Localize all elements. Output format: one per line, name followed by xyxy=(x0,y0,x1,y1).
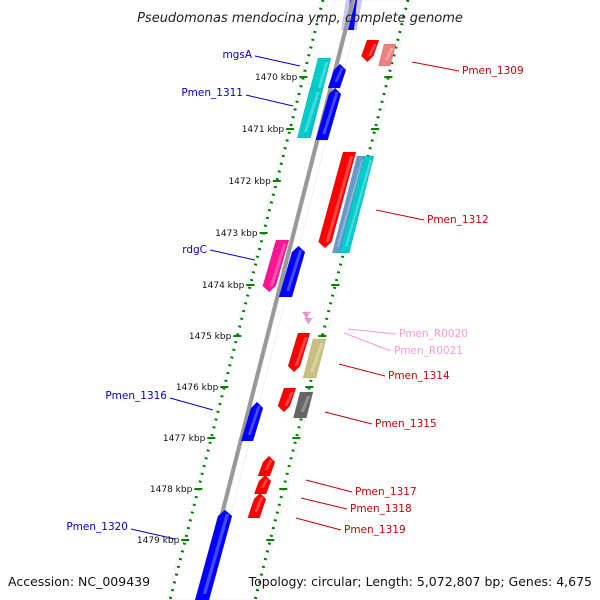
label-layer: mgsA Pmen_1311 rdgC Pmen_1316 Pmen_1320 Pmen_… xyxy=(66,49,524,540)
gene-Pmen-1309-a-shine xyxy=(367,44,377,56)
gene-Pmen-1309-a xyxy=(361,39,380,63)
gene-Pmen-1316-shine xyxy=(247,406,261,435)
kbp-tick-label: 1471 kbp xyxy=(242,125,285,135)
label-pmen-1319-leader xyxy=(295,517,342,531)
gene-mgsA-arrow-shine xyxy=(334,68,344,82)
label-pmen-1317-leader xyxy=(305,479,353,493)
gene-mgsA-arrow xyxy=(327,63,347,89)
gene-Pmen-1312-shine xyxy=(344,160,372,247)
gene-Pmen-1311 xyxy=(315,87,342,141)
label-pmen-1319: Pmen_1319 xyxy=(344,524,406,536)
feature-layer xyxy=(194,39,397,600)
gene-Pmen-1315-a-shine xyxy=(284,392,294,406)
gene-rdgC xyxy=(262,239,290,293)
gene-Pmen-1318-shine xyxy=(260,479,269,488)
gene-Pmen-1311-shine xyxy=(322,92,339,134)
label-pmen-r0021-leader xyxy=(343,332,392,352)
gene-rdgC-shine xyxy=(269,244,287,286)
kbp-tick-label: 1479 kbp xyxy=(137,536,180,546)
kbp-tick-label: 1476 kbp xyxy=(176,383,219,393)
gene-Pmen-1315 xyxy=(293,391,314,419)
kbp-tick-label: 1470 kbp xyxy=(255,73,298,83)
label-pmen-1317: Pmen_1317 xyxy=(355,486,417,498)
gene-Pmen-1309-shine xyxy=(384,48,394,60)
gene-Pmen-1319-shine xyxy=(254,497,264,512)
rna-Pmen-R0020 xyxy=(302,311,312,319)
label-pmen-r0020: Pmen_R0020 xyxy=(399,328,468,340)
label-pmen-r0021: Pmen_R0021 xyxy=(394,345,463,357)
gene-Pmen-1318 xyxy=(253,474,272,495)
label-pmen-1311: Pmen_1311 xyxy=(181,87,243,99)
rna-Pmen-R0021 xyxy=(304,317,314,325)
gene-Pmen-1311-a-shine xyxy=(303,92,320,132)
kbp-tick-label: 1474 kbp xyxy=(202,281,245,291)
gene-Pmen-1314 xyxy=(302,338,327,379)
genome-title: Pseudomonas mendocina ymp, complete geno… xyxy=(137,11,463,26)
label-pmen-1312: Pmen_1312 xyxy=(427,214,489,226)
gene-Pmen-1312-a xyxy=(318,151,357,249)
map-background-layer: 1470 kbp 1471 kbp 1472 kbp 1473 kbp 1474 kbp… xyxy=(137,0,413,600)
gene-Pmen-1316 xyxy=(240,401,264,442)
gene-Pmen-1317 xyxy=(257,455,276,477)
label-pmen-1314-leader xyxy=(338,363,386,377)
label-pmen-1315: Pmen_1315 xyxy=(375,418,437,430)
label-pmen-1320: Pmen_1320 xyxy=(66,521,128,533)
label-pmen-1312-leader xyxy=(375,209,425,221)
reverse-track-strip xyxy=(208,0,413,600)
gene-rdgC-partner xyxy=(278,245,306,298)
gene-Pmen-1309 xyxy=(378,43,397,67)
forward-track-strip xyxy=(166,0,371,600)
label-pmen-1320-leader xyxy=(130,528,176,540)
gene-Pmen-1315-shine xyxy=(300,396,311,412)
gene-Pmen-1320 xyxy=(194,509,233,600)
gene-Pmen-1314-a xyxy=(287,332,311,373)
kbp-tick-label: 1478 kbp xyxy=(150,485,193,495)
label-pmen-1311-leader xyxy=(245,94,294,107)
gene-Pmen-1311-a xyxy=(296,87,323,139)
gene-Pmen-1320-shine xyxy=(202,514,230,594)
kbp-tick-label: 1473 kbp xyxy=(215,229,258,239)
label-rdgc: rdgC xyxy=(182,244,207,256)
gene-Pmen-1312 xyxy=(338,155,375,254)
rna-Pmen-R0020-shine xyxy=(306,312,311,316)
gene-Pmen-1314-shine xyxy=(310,343,324,372)
gene-Pmen-1312-a-shine xyxy=(325,156,354,242)
gene-Pmen-1315-a xyxy=(277,387,297,413)
gene-Pmen-1319 xyxy=(247,492,267,519)
topology-text: Topology: circular; Length: 5,072,807 bp… xyxy=(248,574,592,589)
label-pmen-1318: Pmen_1318 xyxy=(350,503,412,515)
label-pmen-1316: Pmen_1316 xyxy=(105,390,167,402)
label-pmen-1316-leader xyxy=(169,397,214,411)
label-pmen-1314: Pmen_1314 xyxy=(388,370,450,382)
gene-Pmen-1312-b-shine xyxy=(336,160,364,247)
accession-text: Accession: NC_009439 xyxy=(8,574,150,589)
kbp-tick-label: 1477 kbp xyxy=(163,434,206,444)
gene-Pmen-1317-shine xyxy=(264,460,273,470)
gene-rdgC-partner-shine xyxy=(286,250,303,291)
kbp-tick-label: 1472 kbp xyxy=(228,177,271,187)
label-rdgc-leader xyxy=(209,249,256,261)
label-pmen-1309-leader xyxy=(411,61,460,72)
label-mgsa-leader xyxy=(254,55,301,67)
label-pmen-1315-leader xyxy=(324,411,373,425)
label-mgsa: mgsA xyxy=(222,49,252,61)
label-pmen-1318-leader xyxy=(300,497,348,510)
rna-Pmen-R0021-shine xyxy=(308,318,313,322)
label-pmen-1309: Pmen_1309 xyxy=(462,65,524,77)
label-pmen-r0020-leader xyxy=(347,328,397,335)
kbp-tick-label: 1475 kbp xyxy=(189,332,232,342)
gene-Pmen-1314-a-shine xyxy=(294,337,308,366)
